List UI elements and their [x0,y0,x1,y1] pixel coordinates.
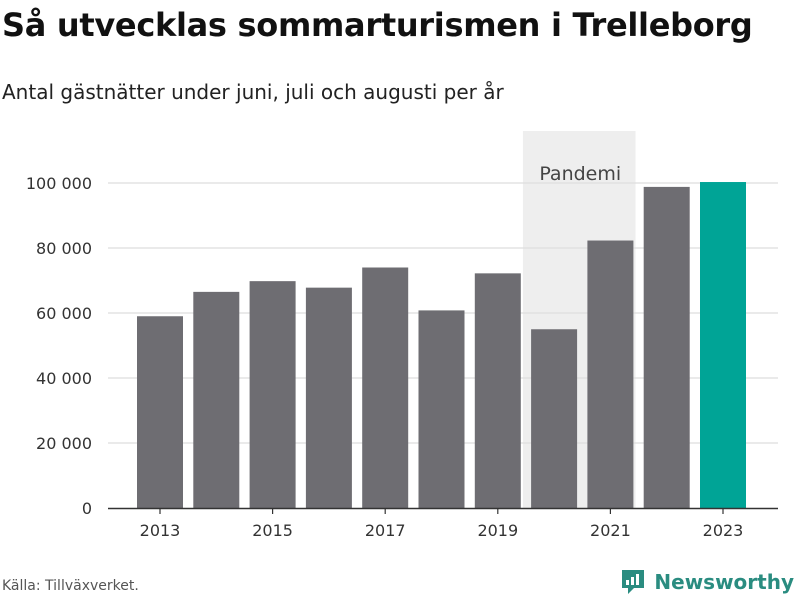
chart-subtitle: Antal gästnätter under juni, juli och au… [2,80,504,104]
bar-2023 [700,182,746,508]
newsworthy-logo-icon [622,570,645,594]
x-tick-label: 2013 [140,521,181,540]
x-tick-label: 2021 [590,521,631,540]
bar-2019 [474,273,521,508]
y-tick-label: 100 000 [26,174,92,193]
pandemic-label: Pandemi [539,163,621,185]
bar-2017 [362,267,409,508]
bar-2014 [193,291,240,508]
x-tick-label: 2019 [477,521,518,540]
bar-2021 [587,240,634,508]
bar-2015 [249,281,296,508]
source-note: Källa: Tillväxverket. [2,578,139,594]
y-tick-label: 40 000 [36,369,92,388]
bar-2020 [531,329,578,508]
bar-2022 [643,186,690,508]
axes: 2013 2015 2017 2019 2021 2023 [108,507,778,540]
brand-name: Newsworthy [654,570,794,594]
chart-title: Så utvecklas sommarturismen i Trelleborg [2,6,753,44]
bars [137,182,746,508]
x-tick-label: 2015 [252,521,293,540]
x-tick-label: 2023 [703,521,744,540]
y-tick-label: 20 000 [36,434,92,453]
y-tick-label: 60 000 [36,304,92,323]
y-tick-label: 0 [82,499,92,518]
bar-2016 [305,287,352,508]
bar-2013 [137,316,183,508]
y-tick-label: 80 000 [36,239,92,258]
brand-logo: Newsworthy [620,568,794,596]
bar-2018 [418,310,465,508]
x-tick-label: 2017 [365,521,406,540]
